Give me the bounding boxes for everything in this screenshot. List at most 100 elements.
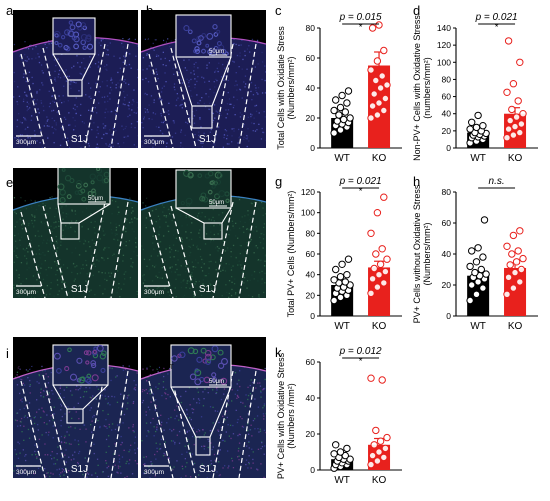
micrograph-e: Aging KO 50μm S1J 300μm — [13, 168, 138, 298]
tissue-region — [13, 364, 138, 478]
data-point — [482, 270, 490, 278]
data-point — [373, 111, 382, 119]
y-axis-label: PV+ Cells without Oxidative Stress — [412, 184, 422, 323]
data-point — [370, 264, 378, 273]
panel-label-i: i — [6, 346, 9, 361]
data-point — [378, 245, 386, 253]
dashed-boundary-left-inner — [42, 374, 69, 478]
y-axis-label: (Numbers/mm²) — [286, 57, 296, 120]
inset-cells — [180, 169, 230, 207]
data-point — [346, 455, 354, 463]
data-point — [368, 275, 377, 283]
y-tick-label: 60 — [306, 357, 316, 367]
dashed-boundary-right-inner — [84, 43, 106, 148]
dashed-boundary-right-inner — [84, 201, 106, 298]
data-point — [381, 94, 390, 103]
micrograph-j: Aging WT 50μm S1J 300μm — [141, 337, 266, 478]
data-point — [509, 131, 518, 139]
data-point — [519, 254, 527, 263]
y-tick-label: 0 — [310, 311, 315, 321]
data-point — [516, 278, 524, 286]
p-value-label: p = 0.021 — [339, 176, 382, 187]
x-tick-label: WT — [470, 321, 486, 332]
dashed-boundary-left-inner — [170, 374, 197, 478]
y-axis-label: Total PV+ Cells (Numbers/mm²) — [286, 191, 296, 318]
data-point — [380, 453, 388, 462]
data-point — [516, 227, 524, 235]
region-label: S1J — [71, 464, 88, 475]
y-tick-label: 0 — [310, 143, 315, 153]
data-point — [335, 111, 343, 119]
dashed-boundary-left-inner — [42, 47, 69, 148]
y-tick-label: 0 — [310, 465, 315, 475]
data-point — [378, 72, 386, 80]
significance-star: * — [359, 186, 363, 196]
inset-scale-label: 50μm — [88, 196, 103, 202]
data-point — [517, 120, 526, 128]
condition-label: Aging KO — [17, 195, 45, 202]
data-point — [370, 441, 378, 449]
data-point — [474, 244, 482, 252]
data-point — [375, 21, 383, 29]
x-tick-label: KO — [372, 153, 387, 164]
data-point — [519, 110, 527, 118]
data-point — [372, 250, 380, 258]
dashed-boundary-left — [20, 53, 46, 148]
y-tick-label: 140 — [437, 23, 451, 33]
y-tick-label: 20 — [306, 290, 316, 300]
x-tick-label: KO — [508, 153, 523, 164]
panel-label-h: h — [413, 174, 421, 189]
dashed-boundary-left — [20, 211, 46, 298]
data-point — [509, 80, 518, 88]
data-point — [338, 260, 346, 268]
y-tick-label: 0 — [446, 143, 451, 153]
data-point — [336, 103, 345, 112]
chart-c: 0 20 40 60 80 Total Cells with Oxidatie Stres… — [276, 12, 402, 164]
zoom-line-right — [78, 203, 111, 224]
data-point — [376, 260, 385, 268]
data-point — [332, 96, 340, 104]
data-point — [479, 253, 487, 261]
p-value-label: n.s. — [489, 176, 505, 187]
y-axis-label: (Numbers /mm²) — [286, 383, 296, 449]
panel-label-b: b — [146, 3, 154, 18]
data-point — [372, 76, 380, 85]
data-point — [367, 229, 375, 238]
y-tick-label: 60 — [306, 53, 316, 63]
data-point — [343, 99, 351, 107]
data-point — [503, 290, 511, 298]
chart-k: 0 20 40 60 PV+ Cells with Oxidative Stress (N… — [276, 346, 402, 486]
y-tick-label: 60 — [442, 92, 452, 102]
y-tick-label: 40 — [442, 249, 452, 259]
y-tick-label: 100 — [301, 208, 315, 218]
data-point — [506, 116, 514, 125]
data-point — [509, 284, 518, 292]
inset-cells — [183, 24, 229, 57]
y-tick-label: 20 — [442, 280, 452, 290]
data-point — [474, 111, 482, 120]
condition-label: Aging WT — [145, 364, 174, 371]
y-axis-label: Non-PV+ Cells with Oxidative Stress — [412, 15, 422, 161]
data-point — [330, 296, 338, 305]
data-point — [503, 88, 511, 97]
data-point — [503, 242, 511, 251]
panel-label-g: g — [275, 174, 283, 189]
data-point — [383, 433, 391, 442]
zoom-line-right — [221, 207, 232, 224]
micrograph-f: Aging WT 50μm S1J 300μm — [141, 168, 266, 298]
data-point — [383, 255, 391, 263]
y-axis-label: Total Cells with Oxidatie Stress — [276, 26, 286, 150]
data-point — [472, 258, 481, 266]
data-point — [375, 99, 383, 107]
data-point — [367, 374, 375, 382]
y-axis-label: PV+ Cells with Oxidative Stress — [276, 352, 286, 479]
condition-label: Aging KO — [17, 37, 45, 44]
scale-bar-label: 300μm — [144, 469, 164, 476]
inset-scale-label: 50μm — [209, 200, 224, 206]
panel-label-c: c — [275, 3, 282, 18]
data-point — [468, 247, 476, 255]
data-point — [508, 250, 516, 258]
zoom-line-left — [52, 53, 69, 81]
roi-box — [195, 436, 211, 456]
condition-label: Aging WT — [145, 37, 174, 44]
